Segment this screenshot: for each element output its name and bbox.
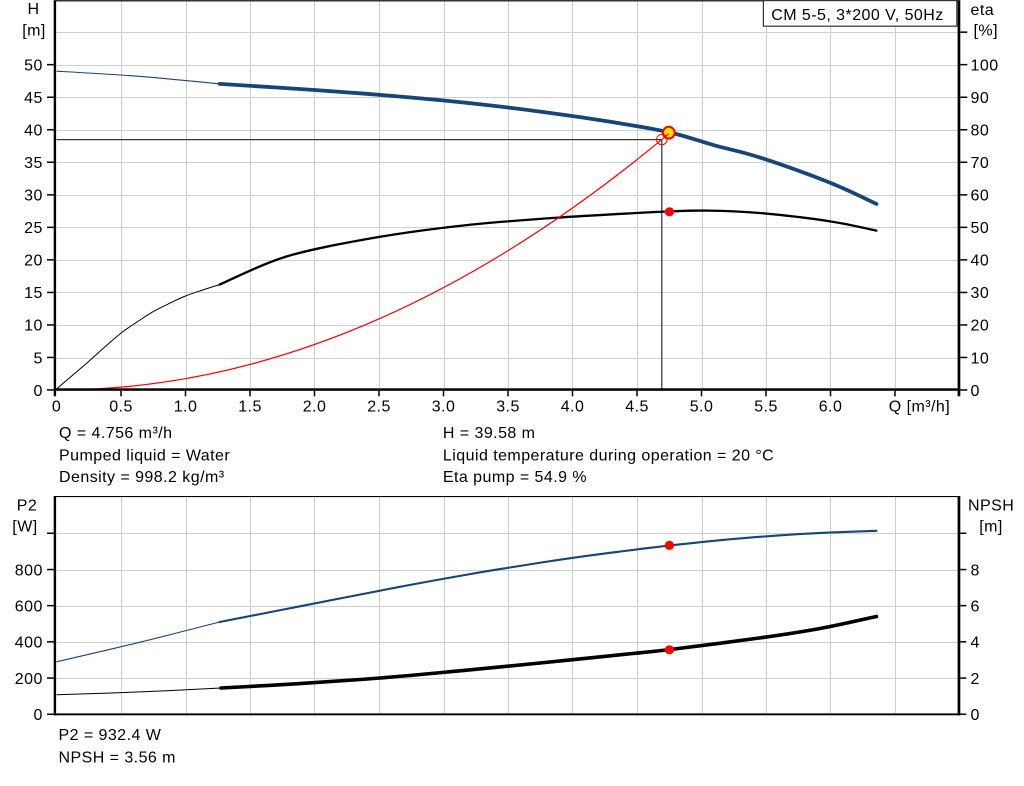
svg-text:0.5: 0.5 bbox=[109, 399, 133, 416]
svg-text:2: 2 bbox=[971, 671, 980, 688]
svg-text:Q [m³/h]: Q [m³/h] bbox=[889, 399, 950, 416]
svg-text:5.0: 5.0 bbox=[690, 399, 714, 416]
svg-text:Density = 998.2 kg/m³: Density = 998.2 kg/m³ bbox=[59, 469, 225, 486]
svg-text:25: 25 bbox=[24, 220, 43, 237]
svg-text:20: 20 bbox=[24, 253, 43, 270]
svg-text:0: 0 bbox=[971, 383, 980, 400]
svg-text:800: 800 bbox=[15, 562, 43, 579]
svg-text:4: 4 bbox=[971, 635, 980, 652]
svg-text:30: 30 bbox=[24, 188, 43, 205]
svg-text:NPSH = 3.56 m: NPSH = 3.56 m bbox=[59, 750, 176, 767]
svg-text:[m]: [m] bbox=[22, 22, 46, 39]
svg-text:0: 0 bbox=[52, 399, 61, 416]
svg-text:0: 0 bbox=[33, 707, 42, 724]
svg-text:10: 10 bbox=[971, 350, 990, 367]
svg-text:Eta pump = 54.9 %: Eta pump = 54.9 % bbox=[443, 469, 587, 486]
svg-text:eta: eta bbox=[971, 2, 995, 19]
svg-text:5.5: 5.5 bbox=[754, 399, 778, 416]
svg-text:200: 200 bbox=[15, 671, 43, 688]
svg-text:15: 15 bbox=[24, 285, 43, 302]
svg-text:100: 100 bbox=[971, 58, 999, 75]
svg-text:4.0: 4.0 bbox=[561, 399, 585, 416]
svg-text:P2: P2 bbox=[17, 497, 37, 514]
svg-text:NPSH: NPSH bbox=[968, 497, 1014, 514]
svg-text:4.5: 4.5 bbox=[625, 399, 649, 416]
svg-text:1.5: 1.5 bbox=[238, 399, 262, 416]
svg-text:10: 10 bbox=[24, 318, 43, 335]
svg-text:1.0: 1.0 bbox=[174, 399, 198, 416]
svg-text:5: 5 bbox=[33, 350, 42, 367]
svg-text:3.5: 3.5 bbox=[496, 399, 520, 416]
svg-text:600: 600 bbox=[15, 599, 43, 616]
svg-text:8: 8 bbox=[971, 562, 980, 579]
svg-text:3.0: 3.0 bbox=[432, 399, 456, 416]
svg-text:6.0: 6.0 bbox=[819, 399, 843, 416]
svg-text:H: H bbox=[27, 1, 39, 18]
svg-text:20: 20 bbox=[971, 318, 990, 335]
svg-text:50: 50 bbox=[24, 58, 43, 75]
svg-text:60: 60 bbox=[971, 188, 990, 205]
svg-text:CM 5-5, 3*200 V, 50Hz: CM 5-5, 3*200 V, 50Hz bbox=[771, 7, 944, 24]
svg-text:2.0: 2.0 bbox=[303, 399, 327, 416]
svg-text:Q = 4.756 m³/h: Q = 4.756 m³/h bbox=[59, 425, 172, 442]
svg-text:6: 6 bbox=[971, 599, 980, 616]
svg-text:[%]: [%] bbox=[974, 22, 998, 39]
svg-text:[m]: [m] bbox=[979, 519, 1003, 536]
svg-text:50: 50 bbox=[971, 220, 990, 237]
svg-text:0: 0 bbox=[971, 707, 980, 724]
svg-text:70: 70 bbox=[971, 155, 990, 172]
svg-text:35: 35 bbox=[24, 155, 43, 172]
svg-text:45: 45 bbox=[24, 90, 43, 107]
svg-text:40: 40 bbox=[24, 123, 43, 140]
svg-text:80: 80 bbox=[971, 123, 990, 140]
svg-text:400: 400 bbox=[15, 635, 43, 652]
svg-text:0: 0 bbox=[33, 383, 42, 400]
svg-text:40: 40 bbox=[971, 253, 990, 270]
svg-text:90: 90 bbox=[971, 90, 990, 107]
svg-text:Pumped liquid = Water: Pumped liquid = Water bbox=[59, 447, 230, 464]
svg-text:H = 39.58 m: H = 39.58 m bbox=[443, 425, 536, 442]
svg-text:[W]: [W] bbox=[12, 519, 37, 536]
svg-text:P2 = 932.4 W: P2 = 932.4 W bbox=[59, 727, 162, 744]
svg-text:Liquid temperature during oper: Liquid temperature during operation = 20… bbox=[443, 447, 774, 464]
svg-text:2.5: 2.5 bbox=[367, 399, 391, 416]
svg-text:30: 30 bbox=[971, 285, 990, 302]
